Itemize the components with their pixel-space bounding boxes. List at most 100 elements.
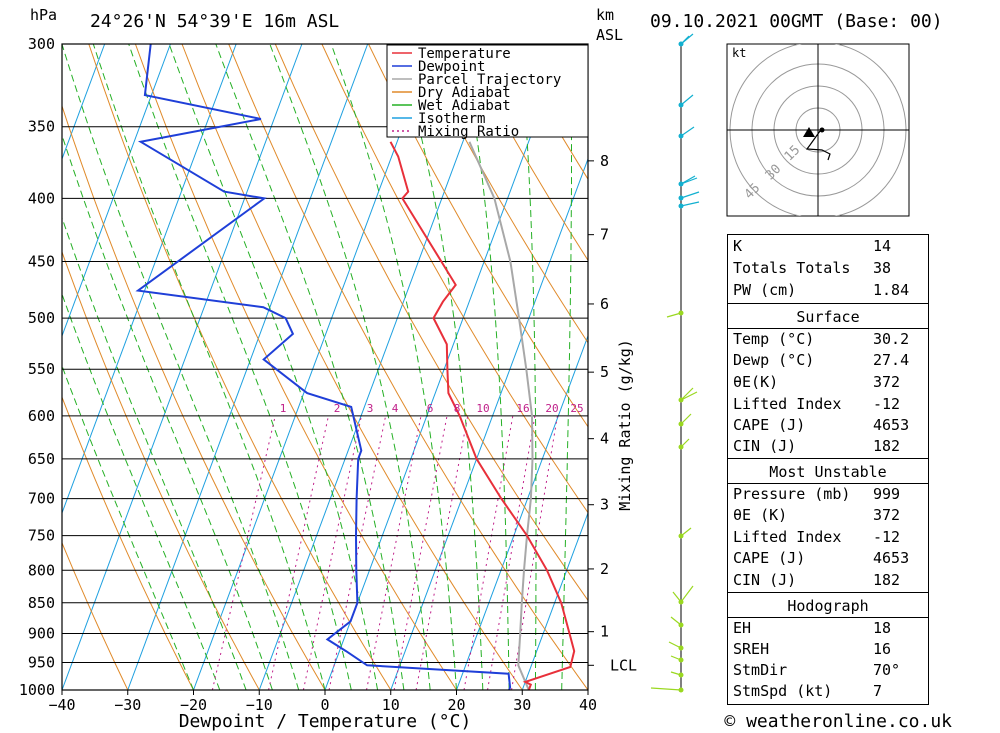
- footer-credit: © weatheronline.co.uk: [724, 711, 952, 732]
- dry-adiabat-line: [62, 104, 326, 690]
- index-row-k: K 14: [733, 237, 892, 255]
- wind-level-dot: [678, 397, 684, 403]
- x-tick-label: 0: [320, 696, 329, 714]
- mixing-ratio-label: 8: [454, 402, 461, 415]
- pressure-tick-label: 1000: [19, 681, 55, 699]
- pressure-tick-label: 950: [28, 653, 55, 671]
- hpa-unit-label: hPa: [30, 6, 57, 24]
- legend-entry: Temperature: [418, 46, 511, 62]
- km-tick-label: 2: [600, 560, 609, 578]
- km-tick-label: 5: [600, 363, 609, 381]
- dry-adiabat-line: [414, 44, 588, 344]
- mixing-ratio-line: [268, 415, 329, 690]
- asl-unit-label: ASL: [596, 26, 623, 44]
- most-unstable-row: θE (K) 372: [733, 506, 901, 524]
- hodograph-origin-dot: [819, 127, 825, 133]
- km-tick-label: 8: [600, 152, 609, 170]
- most-unstable-row: Lifted Index -12: [733, 528, 901, 546]
- most-unstable-row: CAPE (J) 4653: [733, 549, 910, 567]
- hodograph-stat-row: StmDir 70°: [733, 661, 901, 679]
- pressure-tick-label: 350: [28, 118, 55, 136]
- wet-adiabat-line: [269, 44, 431, 690]
- mixing-ratio-line: [463, 415, 514, 690]
- pressure-tick-label: 600: [28, 407, 55, 425]
- wet-adiabat-line: [62, 292, 221, 690]
- wind-level-dot: [678, 195, 684, 201]
- wind-barb: [680, 33, 694, 45]
- km-tick-label: 3: [600, 496, 609, 514]
- isotherm-line: [324, 44, 566, 690]
- axes: 1 2 3 4 6 8 10 16 20 2530035040045050055060065070…: [19, 35, 637, 714]
- hodograph-stat-row: StmSpd (kt) 7: [733, 682, 883, 700]
- most-unstable-row: Pressure (mb) 999: [733, 485, 901, 503]
- mixing-ratio-label: 20: [545, 402, 558, 415]
- isotherm-line: [521, 511, 588, 690]
- isotherm-line: [456, 334, 588, 690]
- mixing-ratio-label: 1: [280, 402, 287, 415]
- temperature-line: [389, 141, 576, 690]
- pressure-tick-label: 800: [28, 561, 55, 579]
- surface-row: CIN (J) 182: [733, 437, 901, 455]
- pressure-tick-label: 550: [28, 360, 55, 378]
- legend-entry: Parcel Trajectory: [418, 72, 561, 88]
- most-unstable-panel: Most Unstable Pressure (mb) 999 θE (K) 372…: [727, 458, 929, 593]
- pressure-tick-label: 400: [28, 189, 55, 207]
- dry-adiabat-line: [62, 541, 129, 690]
- wind-level-dot: [678, 444, 684, 450]
- wind-level-dot: [678, 102, 684, 108]
- dewpoint-line: [135, 44, 512, 690]
- mixing-ratio-label: 2: [334, 402, 341, 415]
- x-tick-label: 40: [579, 696, 597, 714]
- pressure-tick-label: 750: [28, 527, 55, 545]
- wind-barb: [680, 585, 694, 603]
- km-tick-label: 7: [600, 226, 609, 244]
- wind-level-dot: [678, 533, 684, 539]
- mixing-ratio-label: 3: [367, 402, 374, 415]
- wind-level-dot: [678, 310, 684, 316]
- index-row-pw: PW (cm) 1.84: [733, 281, 910, 299]
- mixing-ratio-line: [487, 415, 536, 690]
- hodograph-trace: [805, 130, 831, 161]
- isotherm-line: [390, 157, 588, 690]
- hodograph-stats-panel: Hodograph EH 18 SREH 16 StmDir 70° StmSpd (…: [727, 592, 929, 705]
- mixing-ratio-label: 25: [570, 402, 583, 415]
- mixing-ratio-line: [511, 415, 558, 690]
- x-tick-label: 10: [382, 696, 400, 714]
- index-row-totals: Totals Totals 38: [733, 259, 892, 277]
- wind-level-dot: [678, 687, 684, 693]
- dry-adiabat-line: [368, 44, 588, 428]
- surface-panel: Surface Temp (°C) 30.2 Dewp (°C) 27.4 θE(K…: [727, 303, 929, 459]
- indices-panel: K 14 Totals Totals 38 PW (cm) 1.84: [727, 234, 929, 304]
- datetime-title: 09.10.2021 00GMT (Base: 00): [650, 11, 943, 32]
- pressure-tick-label: 300: [28, 35, 55, 53]
- isotherm-line: [62, 44, 237, 515]
- pressure-tick-label: 850: [28, 594, 55, 612]
- mixing-ratio-line: [328, 415, 387, 690]
- legend-entry: Isotherm: [418, 111, 485, 127]
- lcl-label: LCL: [610, 656, 637, 674]
- wind-barb: [680, 387, 694, 401]
- wet-adiabat-line: [561, 44, 572, 690]
- mixing-ratio-label: 10: [476, 402, 489, 415]
- km-tick-label: 1: [600, 623, 609, 641]
- legend-box: [386, 44, 589, 138]
- km-tick-label: 4: [600, 430, 609, 448]
- wet-adiabat-line: [461, 44, 510, 690]
- wind-level-dot: [678, 421, 684, 427]
- wind-barb: [680, 201, 700, 207]
- mixing-ratio-line: [211, 415, 276, 690]
- wind-level-dot: [678, 599, 684, 605]
- wet-adiabat-line: [128, 44, 352, 690]
- x-axis-label: Dewpoint / Temperature (°C): [179, 711, 472, 732]
- pressure-tick-label: 450: [28, 253, 55, 271]
- km-tick-label: 6: [600, 295, 609, 313]
- wind-level-dot: [678, 181, 684, 187]
- mixing-ratio-label: 6: [427, 402, 434, 415]
- pressure-tick-label: 650: [28, 450, 55, 468]
- mixing-ratio-line: [393, 415, 448, 690]
- wind-level-dot: [678, 133, 684, 139]
- wind-level-dot: [678, 645, 684, 651]
